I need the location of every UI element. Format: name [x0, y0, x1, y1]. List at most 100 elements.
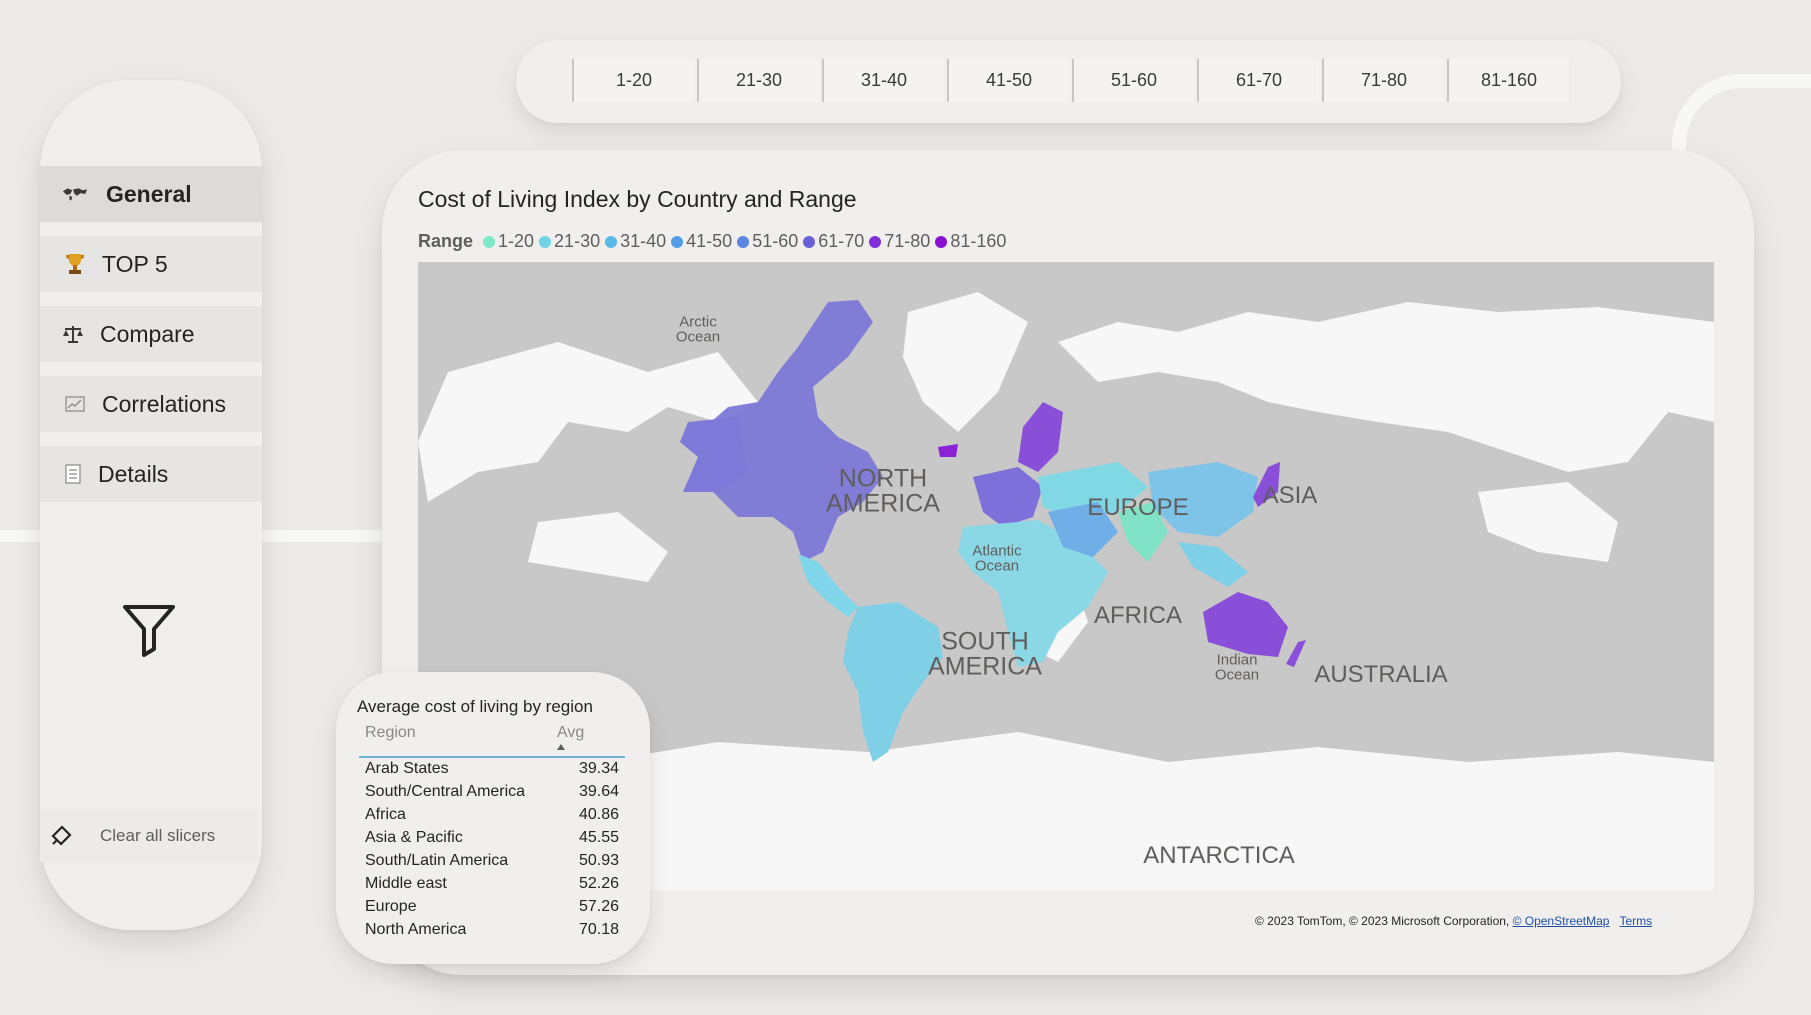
label-indian-ocean: Indian Ocean: [1215, 652, 1259, 684]
cell-avg: 50.93: [578, 852, 619, 869]
funnel-icon[interactable]: [122, 603, 176, 662]
region-table-title: Average cost of living by region: [357, 697, 593, 716]
region-iceland[interactable]: [938, 444, 958, 457]
column-header-avg[interactable]: Avg: [557, 724, 585, 741]
range-button-81-160[interactable]: 81-160: [1447, 59, 1569, 102]
region-alaska[interactable]: [680, 417, 748, 492]
label-africa: AFRICA: [1094, 602, 1182, 629]
region-middle-east[interactable]: [1048, 502, 1118, 557]
cell-avg: 57.26: [578, 898, 619, 915]
nav-item-label: Correlations: [102, 390, 226, 417]
range-button-51-60[interactable]: 51-60: [1072, 59, 1194, 102]
region-central-america[interactable]: [798, 554, 858, 617]
range-button-31-40[interactable]: 31-40: [822, 59, 944, 102]
nav-item-general[interactable]: General: [40, 166, 262, 222]
clear-all-slicers-button[interactable]: Clear all slicers: [40, 810, 258, 862]
region-africa[interactable]: [958, 520, 1108, 667]
scales-icon: [60, 321, 86, 347]
region-india[interactable]: [1118, 502, 1168, 562]
table-row[interactable]: South/Central America 39.64: [365, 781, 619, 804]
region-japan[interactable]: [1253, 462, 1280, 507]
table-row[interactable]: Middle east 52.26: [365, 873, 619, 896]
table-row[interactable]: Asia & Pacific 45.55: [365, 827, 619, 850]
legend-label: 31-40: [620, 231, 667, 251]
range-slicer: 1-20 21-30 31-40 41-50 51-60 61-70 71-80…: [572, 59, 1572, 102]
attribution-text: © 2023 TomTom, © 2023 Microsoft Corporat…: [1255, 914, 1513, 928]
nav-item-label: Details: [98, 460, 169, 487]
legend-item-1-20[interactable]: 1-20: [483, 231, 534, 252]
legend-dot: [605, 235, 618, 248]
nav-item-label: TOP 5: [102, 250, 168, 277]
range-button-1-20[interactable]: 1-20: [572, 59, 694, 102]
nav-item-details[interactable]: Details: [40, 446, 262, 502]
cell-avg: 39.34: [578, 760, 619, 777]
cell-region: Arab States: [365, 760, 449, 777]
label-asia: ASIA: [1263, 482, 1318, 509]
legend-label: 41-50: [686, 231, 733, 251]
range-button-61-70[interactable]: 61-70: [1197, 59, 1319, 102]
region-table-header: Region Avg: [359, 724, 625, 758]
label-europe: EUROPE: [1087, 494, 1188, 521]
legend-dot: [483, 235, 496, 248]
label-antarctica: ANTARCTICA: [1143, 842, 1295, 869]
range-button-21-30[interactable]: 21-30: [697, 59, 819, 102]
legend-label: 51-60: [752, 231, 799, 251]
region-eastern-europe[interactable]: [1038, 462, 1148, 517]
table-row[interactable]: North America 70.18: [365, 919, 619, 942]
map-title: Cost of Living Index by Country and Rang…: [418, 186, 857, 212]
legend-item-61-70[interactable]: 61-70: [803, 231, 864, 252]
cell-avg: 70.18: [578, 921, 619, 938]
legend-dot: [935, 235, 948, 248]
legend-label: 81-160: [950, 231, 1007, 251]
nav-item-compare[interactable]: Compare: [40, 306, 262, 362]
world-map-icon: [62, 181, 88, 207]
cell-region: Asia & Pacific: [365, 829, 463, 846]
region-new-zealand[interactable]: [1286, 640, 1306, 667]
label-australia: AUSTRALIA: [1314, 661, 1447, 688]
nav-item-label: Compare: [100, 320, 195, 347]
cell-avg: 39.64: [578, 783, 619, 800]
region-australia[interactable]: [1203, 592, 1288, 657]
region-south-america[interactable]: [843, 602, 943, 762]
region-western-europe[interactable]: [973, 467, 1043, 527]
line-chart-icon: [62, 391, 88, 417]
cell-region: South/Central America: [365, 783, 526, 800]
nav-item-top5[interactable]: TOP 5: [40, 236, 262, 292]
nav-item-correlations[interactable]: Correlations: [40, 376, 262, 432]
table-row[interactable]: Europe 57.26: [365, 896, 619, 919]
land-background: [418, 292, 1714, 890]
table-row[interactable]: Africa 40.86: [365, 804, 619, 827]
terms-link[interactable]: Terms: [1619, 914, 1653, 928]
region-scandinavia[interactable]: [1018, 402, 1063, 472]
cell-avg: 45.55: [578, 829, 619, 846]
legend-item-31-40[interactable]: 31-40: [605, 231, 666, 252]
clear-all-slicers-label: Clear all slicers: [100, 826, 216, 845]
document-icon: [60, 461, 86, 487]
legend-item-41-50[interactable]: 41-50: [671, 231, 732, 252]
legend-label: 21-30: [554, 231, 601, 251]
legend-item-71-80[interactable]: 71-80: [869, 231, 930, 252]
nav-item-label: General: [106, 180, 192, 207]
legend-dot: [869, 235, 882, 248]
legend-dot: [737, 235, 750, 248]
table-row[interactable]: Arab States 39.34: [365, 758, 619, 781]
table-row[interactable]: South/Latin America 50.93: [365, 850, 619, 873]
cell-region: Africa: [365, 806, 406, 823]
openstreetmap-link[interactable]: © OpenStreetMap: [1512, 914, 1610, 928]
range-button-71-80[interactable]: 71-80: [1322, 59, 1444, 102]
region-north-america[interactable]: [688, 300, 883, 562]
cell-region: North America: [365, 921, 467, 938]
cell-region: Middle east: [365, 875, 447, 892]
trophy-icon: [62, 251, 88, 277]
legend-item-51-60[interactable]: 51-60: [737, 231, 798, 252]
legend-label: 71-80: [884, 231, 931, 251]
column-header-region[interactable]: Region: [365, 724, 416, 741]
legend-dot: [539, 235, 552, 248]
range-button-41-50[interactable]: 41-50: [947, 59, 1069, 102]
legend-item-21-30[interactable]: 21-30: [539, 231, 600, 252]
region-table-body: Arab States 39.34 South/Central America 39…: [365, 758, 619, 942]
region-asia[interactable]: [1148, 462, 1258, 537]
region-southeast-asia[interactable]: [1178, 542, 1248, 587]
legend-dot: [803, 235, 816, 248]
legend-item-81-160[interactable]: 81-160: [935, 231, 1006, 252]
